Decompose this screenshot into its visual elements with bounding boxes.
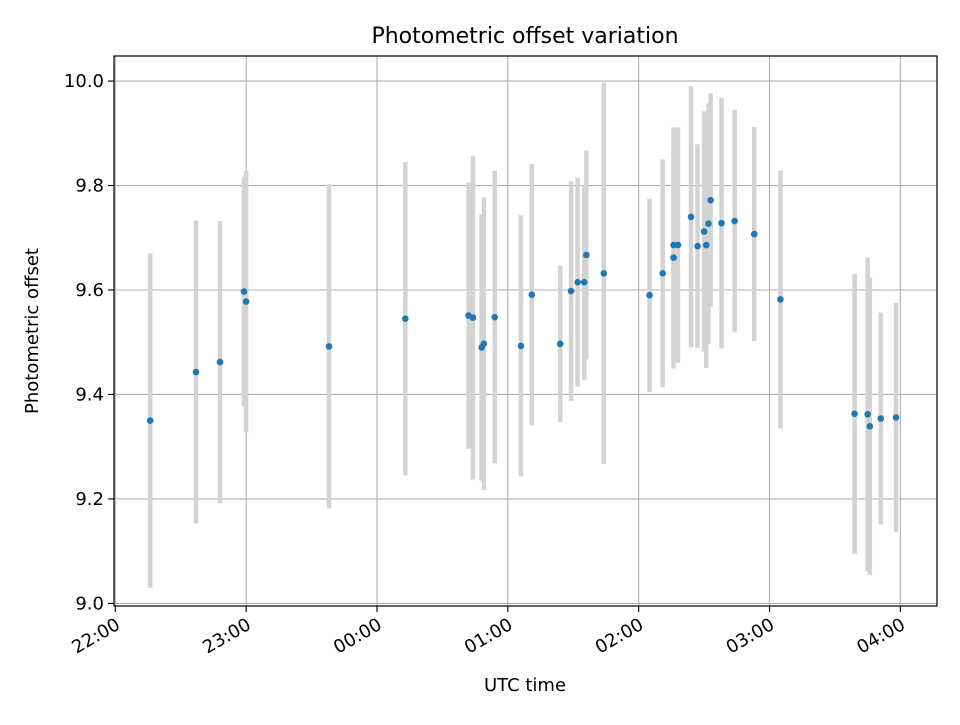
data-point bbox=[864, 411, 871, 418]
y-tick-label: 9.2 bbox=[75, 489, 104, 510]
point-layer bbox=[146, 196, 900, 430]
y-axis-label: Photometric offset bbox=[22, 248, 43, 414]
y-tick-label: 9.8 bbox=[75, 176, 104, 197]
data-point bbox=[670, 254, 677, 261]
data-point bbox=[687, 213, 695, 221]
chart-title: Photometric offset variation bbox=[371, 24, 678, 49]
data-point bbox=[325, 343, 333, 350]
data-point bbox=[694, 242, 701, 250]
data-point bbox=[707, 196, 714, 204]
data-point bbox=[491, 313, 499, 321]
y-axis: 9.0 9.2 9.4 9.6 9.8 10.0 bbox=[64, 71, 114, 614]
data-point bbox=[702, 241, 710, 249]
data-point bbox=[718, 219, 725, 227]
data-point bbox=[402, 315, 409, 323]
x-axis-label: UTC time bbox=[484, 675, 566, 696]
data-point bbox=[469, 314, 477, 321]
data-point bbox=[480, 340, 488, 348]
data-point bbox=[192, 368, 200, 376]
data-point bbox=[567, 287, 575, 295]
data-point bbox=[574, 278, 581, 286]
data-point bbox=[580, 278, 588, 286]
data-point bbox=[240, 288, 248, 295]
data-point bbox=[731, 217, 738, 225]
data-point bbox=[750, 230, 758, 238]
data-point bbox=[851, 410, 858, 418]
data-point bbox=[877, 415, 885, 422]
data-point bbox=[705, 220, 712, 227]
data-point bbox=[892, 414, 900, 421]
data-point bbox=[242, 298, 250, 305]
data-point bbox=[646, 291, 653, 299]
y-tick-label: 10.0 bbox=[64, 71, 104, 92]
data-point bbox=[674, 241, 682, 249]
data-point bbox=[528, 291, 536, 298]
data-point bbox=[866, 423, 874, 430]
y-tick-label: 9.0 bbox=[75, 593, 104, 614]
data-point bbox=[583, 251, 590, 259]
y-tick-label: 9.6 bbox=[75, 280, 104, 301]
data-point bbox=[700, 228, 708, 235]
plot-frame bbox=[113, 55, 938, 607]
data-point bbox=[600, 269, 608, 277]
data-point bbox=[517, 342, 525, 350]
data-point bbox=[777, 296, 784, 303]
data-point bbox=[216, 358, 224, 366]
data-point bbox=[556, 340, 564, 348]
data-point bbox=[146, 417, 154, 424]
y-tick-label: 9.4 bbox=[75, 384, 104, 405]
data-point bbox=[659, 269, 666, 277]
